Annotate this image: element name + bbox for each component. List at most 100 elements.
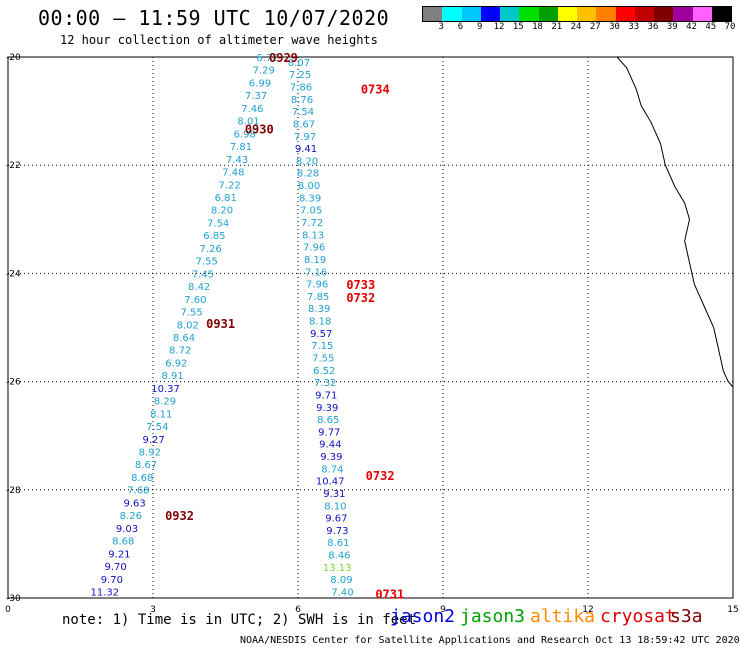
colorbar-label: 9 bbox=[477, 22, 483, 32]
wave-height-reading: 8.65 bbox=[317, 415, 339, 426]
credit-line: NOAA/NESDIS Center for Satellite Applica… bbox=[240, 635, 740, 646]
colorbar-swatch bbox=[442, 7, 462, 21]
map-title: 00:00 – 11:59 UTC 10/07/2020 bbox=[38, 6, 390, 30]
satellite-s3a: s3a bbox=[670, 606, 703, 627]
wave-height-reading: 7.54 bbox=[146, 422, 168, 433]
colorbar-label: 24 bbox=[570, 22, 582, 32]
y-tick-label: -24 bbox=[6, 269, 21, 279]
colorbar-swatch bbox=[538, 7, 558, 21]
colorbar-swatch bbox=[615, 7, 635, 21]
wave-height-reading: 7.16 bbox=[305, 267, 327, 278]
wave-height-reading: 7.05 bbox=[300, 206, 322, 217]
colorbar-swatch bbox=[596, 7, 616, 21]
y-tick-label: -22 bbox=[6, 161, 21, 171]
wave-height-reading: 8.68 bbox=[112, 537, 134, 548]
wave-height-reading: 7.54 bbox=[207, 218, 229, 229]
wave-height-reading: 8.09 bbox=[330, 575, 352, 586]
colorbar-label: 36 bbox=[647, 22, 659, 32]
pass-time-label: 0734 bbox=[361, 82, 390, 96]
satellite-jason2: jason2 bbox=[390, 606, 456, 627]
wave-height-colorbar bbox=[422, 6, 732, 22]
wave-height-reading: 9.21 bbox=[108, 549, 130, 560]
colorbar-swatch bbox=[500, 7, 520, 21]
x-tick-label: 15 bbox=[727, 605, 738, 615]
wave-height-reading: 8.20 bbox=[296, 156, 318, 167]
wave-height-reading: 7.29 bbox=[253, 66, 275, 77]
pass-time-label: 0932 bbox=[165, 509, 194, 523]
satellite-jason3: jason3 bbox=[460, 606, 526, 627]
colorbar-label: 15 bbox=[512, 22, 524, 32]
wave-height-reading: 8.61 bbox=[327, 538, 349, 549]
wave-height-reading: 6.98 bbox=[234, 129, 256, 140]
wave-height-reading: 10.47 bbox=[316, 477, 345, 488]
wave-height-reading: 8.39 bbox=[308, 304, 330, 315]
colorbar-label: 39 bbox=[666, 22, 678, 32]
pass-time-label: 0930 bbox=[245, 122, 274, 136]
colorbar-label: 45 bbox=[705, 22, 717, 32]
wave-height-reading: 7.72 bbox=[301, 218, 323, 229]
colorbar-swatch bbox=[692, 7, 712, 21]
wave-height-reading: 8.13 bbox=[302, 230, 324, 241]
wave-height-reading: 9.70 bbox=[104, 562, 126, 573]
wave-height-reading: 7.55 bbox=[196, 257, 218, 268]
wave-height-reading: 7.97 bbox=[294, 132, 316, 143]
wave-height-reading: 9.73 bbox=[326, 526, 348, 537]
wave-height-reading: 6.81 bbox=[215, 193, 237, 204]
wave-height-reading: 8.29 bbox=[154, 397, 176, 408]
wave-height-reading: 8.11 bbox=[150, 409, 172, 420]
wave-height-reading: 9.57 bbox=[310, 329, 332, 340]
wave-height-reading: 7.37 bbox=[245, 91, 267, 102]
wave-height-reading: 7.54 bbox=[292, 107, 314, 118]
y-tick-label: -30 bbox=[6, 594, 21, 604]
colorbar-label: 6 bbox=[457, 22, 464, 32]
wave-height-reading: 9.63 bbox=[123, 498, 145, 509]
wave-height-reading: 8.64 bbox=[173, 333, 195, 344]
wave-height-reading: 7.68 bbox=[127, 486, 149, 497]
wave-height-reading: 7.60 bbox=[184, 295, 206, 306]
colorbar-swatch bbox=[711, 7, 731, 21]
wave-height-reading: 9.39 bbox=[320, 452, 342, 463]
colorbar-swatch bbox=[673, 7, 693, 21]
pass-time-label: 0929 bbox=[269, 51, 298, 65]
wave-height-reading: 7.43 bbox=[226, 155, 248, 166]
wave-height-reading: 6.99 bbox=[249, 78, 271, 89]
map-frame bbox=[7, 56, 734, 599]
satellite-altika: altika bbox=[530, 606, 596, 627]
wave-height-reading: 7.45 bbox=[192, 269, 214, 280]
wave-height-reading: 9.70 bbox=[101, 575, 123, 586]
colorbar-label: 12 bbox=[493, 22, 505, 32]
y-tick-label: -26 bbox=[6, 378, 21, 388]
wave-height-reading: 8.07 bbox=[288, 58, 310, 69]
wave-height-reading: 6.92 bbox=[165, 358, 187, 369]
wave-height-reading: 8.10 bbox=[324, 501, 346, 512]
colorbar-swatch bbox=[519, 7, 539, 21]
pass-time-label: 0732 bbox=[346, 291, 375, 305]
wave-height-reading: 7.96 bbox=[303, 243, 325, 254]
colorbar-swatch bbox=[423, 7, 443, 21]
coastline bbox=[616, 56, 734, 388]
wave-height-reading: 7.32 bbox=[314, 378, 336, 389]
wave-height-reading: 8.72 bbox=[169, 346, 191, 357]
wave-height-reading: 9.31 bbox=[323, 489, 345, 500]
wave-height-reading: 8.02 bbox=[177, 320, 199, 331]
wave-height-reading: 7.85 bbox=[307, 292, 329, 303]
x-tick-label: 0 bbox=[5, 605, 11, 615]
map-subtitle: 12 hour collection of altimeter wave hei… bbox=[60, 33, 378, 47]
wave-height-reading: 9.03 bbox=[116, 524, 138, 535]
wave-height-reading: 8.68 bbox=[131, 473, 153, 484]
colorbar-label: 18 bbox=[532, 22, 543, 32]
wave-height-reading: 11.32 bbox=[91, 588, 120, 599]
colorbar-label: 30 bbox=[609, 22, 620, 32]
colorbar-label: (ft) bbox=[738, 22, 740, 32]
x-tick-label: 3 bbox=[150, 605, 156, 615]
wave-height-reading: 7.25 bbox=[289, 70, 311, 81]
wave-height-reading: 7.46 bbox=[241, 104, 263, 115]
wave-height-reading: 7.26 bbox=[199, 244, 221, 255]
wave-height-reading: 8.92 bbox=[139, 448, 161, 459]
wave-height-reading: 7.55 bbox=[312, 353, 334, 364]
wave-height-reading: 8.39 bbox=[299, 193, 321, 204]
colorbar-swatch bbox=[654, 7, 674, 21]
colorbar-swatch bbox=[634, 7, 654, 21]
footer-note: note: 1) Time is in UTC; 2) SWH is in fe… bbox=[62, 612, 417, 628]
wave-height-reading: 7.15 bbox=[311, 341, 333, 352]
